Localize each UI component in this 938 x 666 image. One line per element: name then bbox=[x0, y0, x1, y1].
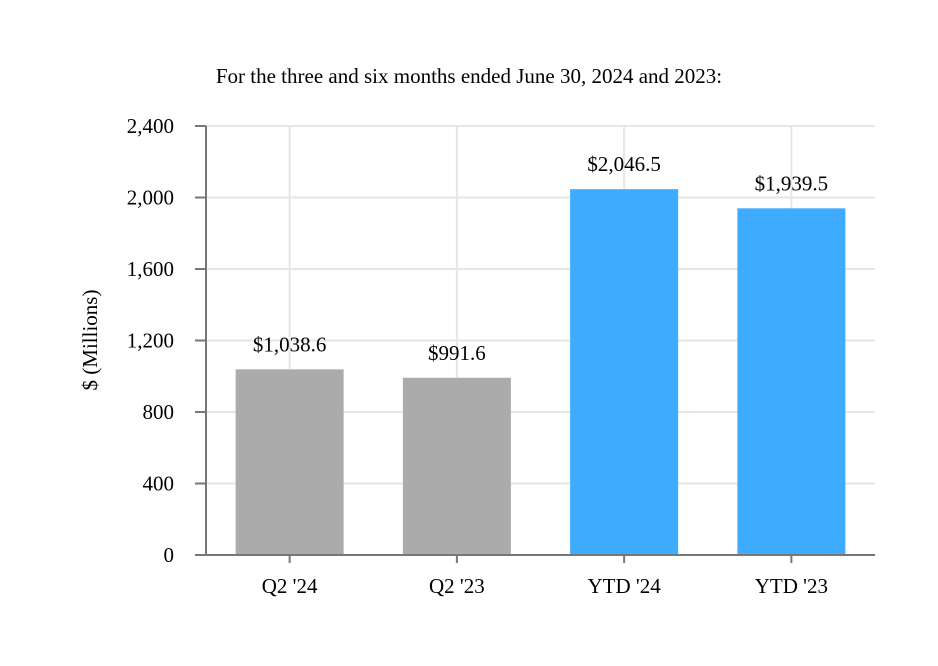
data-label: $991.6 bbox=[428, 341, 486, 365]
y-axis-label: $ (Millions) bbox=[78, 290, 102, 391]
y-tick-label: 400 bbox=[143, 472, 175, 496]
data-label: $1,038.6 bbox=[253, 332, 327, 356]
y-tick-label: 2,000 bbox=[127, 186, 174, 210]
data-label: $1,939.5 bbox=[755, 171, 829, 195]
bar bbox=[737, 208, 846, 555]
x-tick-label: Q2 '24 bbox=[262, 574, 318, 598]
chart-title: For the three and six months ended June … bbox=[216, 64, 722, 88]
bar bbox=[235, 369, 344, 555]
data-label: $2,046.5 bbox=[587, 152, 661, 176]
bar bbox=[570, 189, 679, 556]
y-tick-label: 800 bbox=[143, 400, 175, 424]
bar bbox=[402, 377, 511, 555]
x-tick-label: YTD '24 bbox=[588, 574, 662, 598]
y-tick-label: 0 bbox=[164, 543, 175, 567]
y-tick-label: 1,200 bbox=[127, 329, 174, 353]
x-tick-label: YTD '23 bbox=[755, 574, 828, 598]
y-tick-label: 1,600 bbox=[127, 257, 174, 281]
y-tick-label: 2,400 bbox=[127, 114, 174, 138]
x-tick-label: Q2 '23 bbox=[429, 574, 485, 598]
